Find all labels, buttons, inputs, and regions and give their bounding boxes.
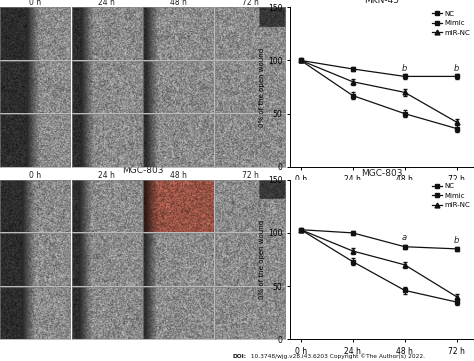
Title: 48 h: 48 h — [170, 171, 187, 179]
Title: 48 h: 48 h — [170, 0, 187, 7]
Text: 10.3748/wjg.v28.i43.6203 Copyright ©The Author(s) 2022.: 10.3748/wjg.v28.i43.6203 Copyright ©The … — [249, 353, 425, 359]
Title: 24 h: 24 h — [99, 0, 115, 7]
Title: 72 h: 72 h — [242, 171, 259, 179]
Title: 24 h: 24 h — [99, 171, 115, 179]
Title: MGC-803: MGC-803 — [361, 169, 403, 178]
Text: b: b — [454, 236, 459, 245]
Title: 0 h: 0 h — [29, 0, 41, 7]
Title: MKN-45: MKN-45 — [365, 0, 400, 5]
Text: MGC-803: MGC-803 — [122, 166, 164, 175]
Text: DOI:: DOI: — [232, 354, 246, 359]
Legend: NC, Mimic, miR-NC: NC, Mimic, miR-NC — [432, 11, 471, 36]
Y-axis label: 0% of the open wound: 0% of the open wound — [259, 48, 265, 127]
Text: b: b — [454, 64, 459, 73]
Text: b: b — [402, 64, 407, 73]
Text: MKN-45: MKN-45 — [125, 0, 160, 3]
Y-axis label: 0% of the open wound: 0% of the open wound — [259, 220, 265, 299]
Legend: NC, Mimic, miR-NC: NC, Mimic, miR-NC — [432, 183, 471, 208]
Text: a: a — [402, 234, 407, 243]
Title: 72 h: 72 h — [242, 0, 259, 7]
Title: 0 h: 0 h — [29, 171, 41, 179]
